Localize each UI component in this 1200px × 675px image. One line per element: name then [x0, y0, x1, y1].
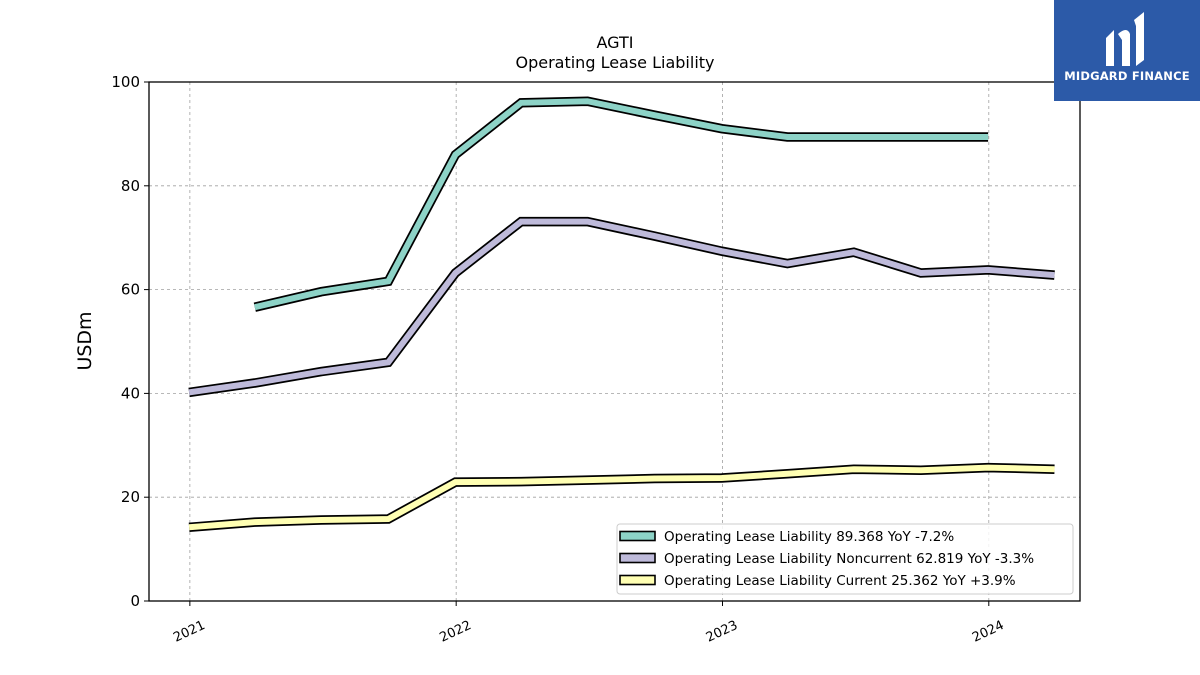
series-line-outline [188, 216, 1055, 398]
y-tick-label: 80 [121, 177, 140, 195]
y-tick-label: 0 [130, 592, 140, 610]
legend-swatch [619, 574, 656, 586]
legend-label: Operating Lease Liability Noncurrent 62.… [664, 551, 1034, 567]
legend-swatch [619, 552, 656, 564]
series-line-1 [253, 96, 989, 312]
y-tick-label: 40 [121, 384, 140, 402]
logo-text: MIDGARD FINANCE [1064, 69, 1190, 83]
y-tick-label: 100 [111, 73, 140, 91]
legend-label: Operating Lease Liability Current 25.362… [664, 573, 1016, 589]
series-lines [188, 96, 1055, 533]
x-tick-label: 2021 [171, 618, 207, 646]
series-line-fill [188, 464, 1055, 531]
y-axis-label: USDm [74, 311, 96, 370]
legend-box [616, 523, 1074, 595]
midgard-finance-logo: MIDGARD FINANCE [1054, 0, 1200, 101]
series-line-2 [188, 216, 1055, 398]
grid [149, 82, 1080, 601]
series-line-fill [188, 218, 1055, 396]
chart-subtitle: Operating Lease Liability [515, 53, 714, 72]
logo-mark-icon [1106, 12, 1144, 66]
chart-title: AGTI [597, 33, 634, 52]
x-tick-label: 2023 [704, 618, 740, 646]
x-tick-label: 2022 [438, 618, 474, 646]
y-tick-label: 60 [121, 281, 140, 299]
plot-frame [148, 81, 1081, 602]
legend-label: Operating Lease Liability 89.368 YoY -7.… [664, 529, 954, 545]
series-line-outline [253, 96, 989, 312]
legend-swatch [619, 530, 656, 542]
y-tick-label: 20 [121, 488, 140, 506]
x-axis: 2021 2022 2023 2024 [171, 601, 1006, 646]
series-line-3 [188, 462, 1055, 533]
legend: Operating Lease Liability 89.368 YoY -7.… [616, 523, 1074, 595]
series-line-fill [254, 98, 989, 311]
y-axis: 0 20 40 60 80 100 [111, 73, 149, 610]
x-tick-label: 2024 [970, 618, 1006, 646]
